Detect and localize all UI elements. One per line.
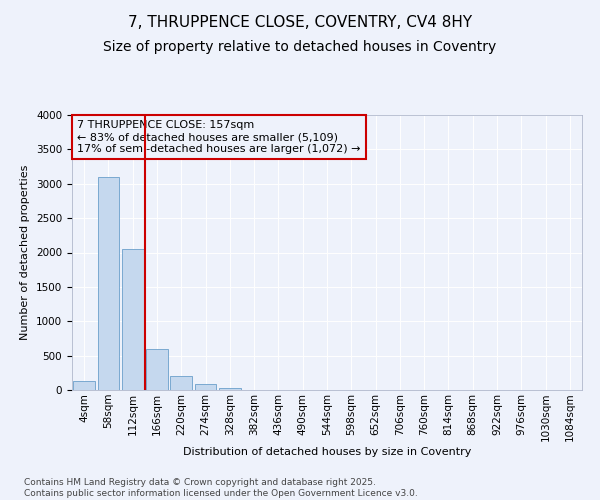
Bar — [73, 381, 95, 390]
Text: Size of property relative to detached houses in Coventry: Size of property relative to detached ho… — [103, 40, 497, 54]
Y-axis label: Number of detached properties: Number of detached properties — [20, 165, 31, 340]
Text: 7, THRUPPENCE CLOSE, COVENTRY, CV4 8HY: 7, THRUPPENCE CLOSE, COVENTRY, CV4 8HY — [128, 15, 472, 30]
Bar — [219, 388, 241, 390]
Bar — [194, 384, 217, 390]
Bar — [146, 350, 168, 390]
Text: Contains HM Land Registry data © Crown copyright and database right 2025.
Contai: Contains HM Land Registry data © Crown c… — [24, 478, 418, 498]
Text: 7 THRUPPENCE CLOSE: 157sqm
← 83% of detached houses are smaller (5,109)
17% of s: 7 THRUPPENCE CLOSE: 157sqm ← 83% of deta… — [77, 120, 361, 154]
Bar — [122, 249, 143, 390]
Bar — [170, 376, 192, 390]
X-axis label: Distribution of detached houses by size in Coventry: Distribution of detached houses by size … — [183, 447, 471, 457]
Bar — [97, 177, 119, 390]
